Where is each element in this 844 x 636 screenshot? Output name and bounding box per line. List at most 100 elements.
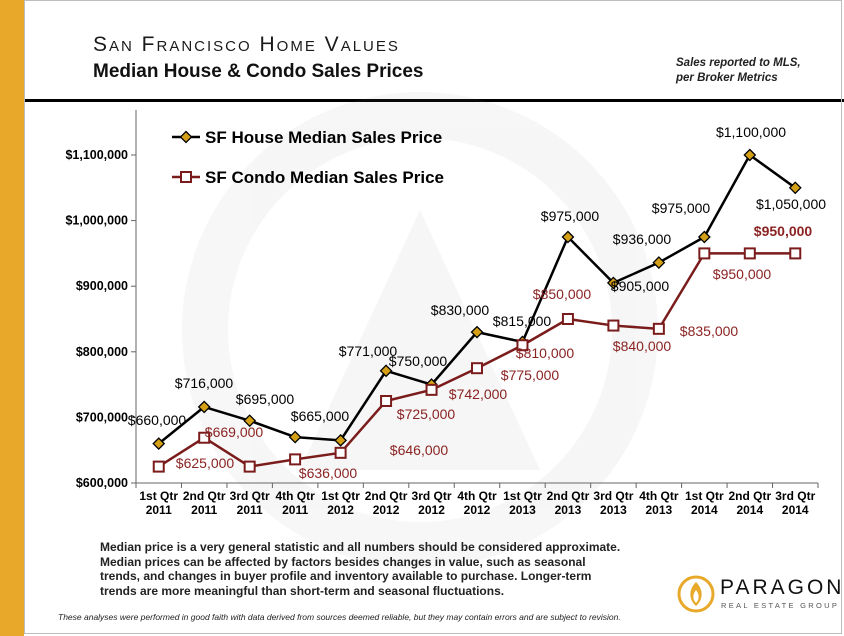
condo-data-point — [607, 319, 620, 332]
condo-data-point — [152, 460, 165, 473]
condo-data-point — [198, 431, 211, 444]
condo-data-point — [561, 313, 574, 325]
source-note-line: Sales reported to MLS, — [676, 57, 801, 69]
house-data-point — [606, 276, 620, 290]
condo-data-label: $840,000 — [613, 338, 672, 354]
condo-data-label: $636,000 — [299, 465, 358, 481]
x-tick-label: 4th Qtr — [275, 489, 315, 503]
x-tick-label-year: 2012 — [373, 503, 400, 517]
house-data-label: $936,000 — [613, 231, 672, 247]
data-labels: $660,000 $716,000$695,000$665,000 $771,000… — [128, 124, 826, 481]
logo-name: PARAGON — [720, 576, 844, 599]
house-data-label: $750,000 — [389, 353, 448, 369]
x-tick-label-year: 2013 — [509, 503, 536, 517]
condo-data-label: $950,000 — [754, 223, 813, 239]
condo-data-point — [698, 247, 711, 260]
legend-label: SF Condo Median Sales Price — [205, 168, 444, 187]
x-tick-label: 1st Qtr — [685, 489, 724, 503]
condo-data-label: $950,000 — [713, 266, 772, 282]
y-tick-label: $700,000 — [76, 410, 128, 424]
x-tick-label-year: 2011 — [146, 503, 172, 517]
house-data-point — [561, 230, 575, 244]
house-data-label: $815,000 — [493, 313, 552, 329]
flame-logo-icon — [677, 575, 715, 613]
x-tick-label-year: 2014 — [782, 503, 809, 517]
x-tick-label: 1st Qtr — [139, 489, 178, 503]
title-divider — [24, 99, 844, 102]
chart-caption: Median price is a very general statistic… — [100, 540, 665, 598]
paragon-logo: PARAGON REAL ESTATE GROUP — [676, 574, 841, 614]
house-data-label: $905,000 — [611, 278, 670, 294]
condo-data-label: $850,000 — [533, 286, 592, 302]
caption-line: Median price is a very general statistic… — [100, 540, 621, 554]
house-data-point — [788, 181, 802, 195]
x-tick-label: 2nd Qtr — [728, 489, 771, 503]
caption-line: Median prices can be affected by factors… — [100, 554, 586, 569]
condo-data-point — [743, 247, 756, 260]
x-tick-label: 4th Qtr — [639, 489, 679, 503]
condo-data-label: $669,000 — [205, 424, 264, 440]
condo-data-label: $810,000 — [516, 345, 575, 361]
y-tick-label: $1,000,000 — [65, 214, 128, 228]
x-tick-label: 4th Qtr — [457, 489, 497, 503]
condo-data-label: $742,000 — [449, 386, 508, 402]
condo-data-point — [243, 460, 256, 473]
legend-marker — [180, 171, 192, 183]
source-note: Sales reported to MLS, per Broker Metric… — [676, 56, 801, 86]
x-tick-label: 3rd Qtr — [230, 489, 270, 503]
x-tick-label-year: 2013 — [555, 503, 582, 517]
y-tick-label: $800,000 — [76, 345, 128, 359]
x-tick-label-year: 2013 — [646, 503, 673, 517]
x-tick-label: 2nd Qtr — [183, 489, 226, 503]
house-data-label: $1,050,000 — [756, 196, 826, 212]
x-tick-label-year: 2014 — [691, 503, 718, 517]
x-tick-label-year: 2011 — [282, 503, 308, 517]
house-data-label: $716,000 — [175, 375, 234, 391]
page-subtitle: Median House & Condo Sales Prices — [93, 61, 424, 82]
caption-line: trends are more meaningful than short-te… — [100, 583, 505, 598]
house-data-point — [379, 364, 393, 378]
house-data-label: $975,000 — [541, 208, 600, 224]
x-tick-label: 1st Qtr — [321, 489, 360, 503]
condo-data-point — [334, 446, 347, 459]
house-data-label: $771,000 — [339, 343, 398, 359]
x-tick-label-year: 2014 — [736, 503, 763, 517]
house-data-label: $660,000 — [128, 412, 187, 428]
condo-data-label: $775,000 — [501, 367, 560, 383]
house-data-label: $665,000 — [291, 408, 350, 424]
house-data-label: $1,100,000 — [716, 124, 786, 140]
house-data-point — [697, 230, 711, 244]
y-tick-label: $900,000 — [76, 279, 128, 293]
x-tick-label: 3rd Qtr — [412, 489, 452, 503]
chart-axes: $600,000 $700,000 $800,000 $900,000 $1,000,0… — [65, 110, 819, 517]
house-data-point — [243, 414, 257, 428]
house-data-label: $830,000 — [431, 302, 490, 318]
x-tick-label: 1st Qtr — [503, 489, 542, 503]
y-tick-label: $600,000 — [76, 476, 128, 490]
house-data-point — [334, 433, 348, 447]
x-tick-label: 2nd Qtr — [547, 489, 590, 503]
condo-data-point — [289, 453, 302, 466]
house-data-point — [743, 148, 757, 162]
condo-data-point — [652, 322, 665, 335]
x-tick-label-year: 2011 — [191, 503, 217, 517]
x-tick-label-year: 2012 — [464, 503, 491, 517]
logo-tagline: REAL ESTATE GROUP — [721, 601, 840, 610]
condo-data-label: $725,000 — [397, 406, 456, 422]
x-tick-label-year: 2012 — [418, 503, 445, 517]
x-tick-label: 3rd Qtr — [775, 489, 815, 503]
condo-data-point — [789, 247, 802, 260]
house-data-point — [197, 400, 211, 414]
watermark — [182, 92, 658, 568]
y-tick-label: $1,100,000 — [65, 148, 128, 162]
condo-data-point — [425, 383, 438, 396]
condo-data-point — [516, 339, 529, 352]
source-note-line: per Broker Metrics — [676, 72, 778, 84]
condo-data-label: $625,000 — [176, 455, 235, 471]
caption-line: trends, and changes in buyer profile and… — [100, 569, 592, 583]
chart-legend: SF House Median Sales Price SF Condo Medi… — [172, 128, 444, 187]
condo-data-label: $835,000 — [680, 323, 739, 339]
house-data-point — [288, 430, 302, 444]
house-data-label: $975,000 — [652, 200, 711, 216]
